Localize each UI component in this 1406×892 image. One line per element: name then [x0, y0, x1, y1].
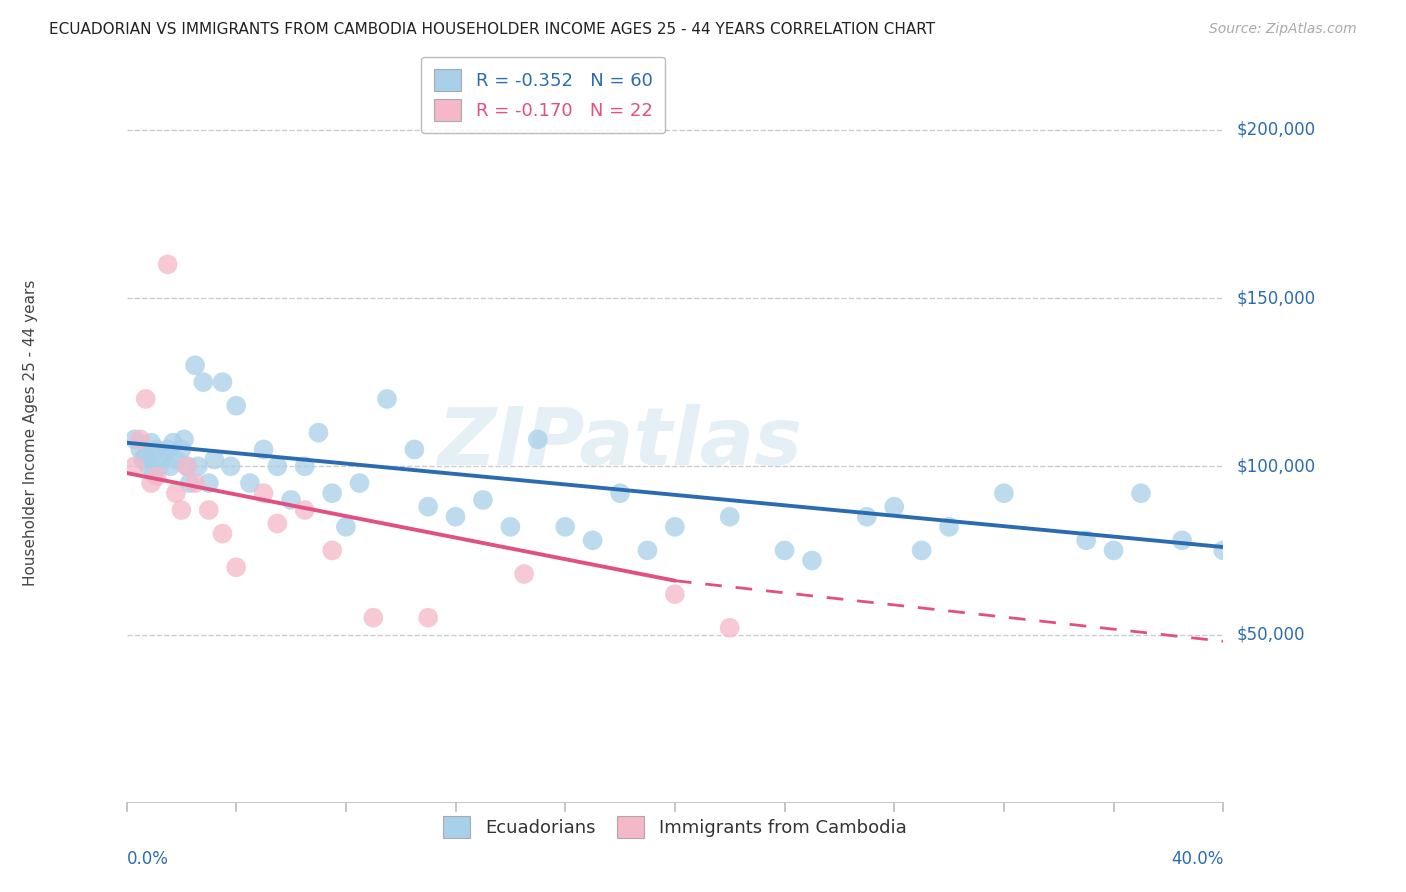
Point [993, 486, 1015, 500]
Point [664, 587, 686, 601]
Text: ZIPatlas: ZIPatlas [437, 404, 803, 482]
Text: $200,000: $200,000 [1237, 120, 1316, 139]
Point [135, 449, 157, 463]
Point [664, 520, 686, 534]
Point [170, 442, 193, 457]
Point [1212, 543, 1234, 558]
Point [219, 459, 242, 474]
Point [636, 543, 658, 558]
Point [176, 459, 198, 474]
Legend: Ecuadorians, Immigrants from Cambodia: Ecuadorians, Immigrants from Cambodia [436, 809, 914, 846]
Point [404, 442, 426, 457]
Point [1130, 486, 1153, 500]
Point [145, 469, 167, 483]
Point [135, 392, 157, 406]
Point [307, 425, 329, 440]
Point [801, 553, 824, 567]
Point [165, 452, 187, 467]
Point [145, 442, 167, 457]
Point [266, 459, 288, 474]
Point [211, 375, 233, 389]
Point [1076, 533, 1098, 548]
Point [141, 476, 163, 491]
Point [187, 459, 209, 474]
Point [294, 459, 316, 474]
Point [132, 452, 155, 467]
Point [1102, 543, 1125, 558]
Point [1171, 533, 1194, 548]
Point [513, 566, 536, 581]
Point [582, 533, 605, 548]
Point [202, 452, 225, 467]
Point [718, 509, 741, 524]
Point [179, 476, 201, 491]
Point [129, 442, 152, 457]
Point [184, 359, 207, 373]
Point [472, 492, 495, 507]
Point [375, 392, 398, 406]
Point [349, 476, 371, 491]
Point [184, 476, 207, 491]
Point [239, 476, 262, 491]
Point [197, 503, 219, 517]
Point [143, 466, 166, 480]
Point [253, 442, 276, 457]
Point [526, 433, 548, 447]
Point [335, 520, 357, 534]
Point [156, 257, 179, 271]
Point [938, 520, 960, 534]
Point [170, 503, 193, 517]
Point [321, 486, 343, 500]
Point [416, 610, 439, 624]
Point [124, 459, 146, 474]
Point [883, 500, 905, 514]
Text: Householder Income Ages 25 - 44 years: Householder Income Ages 25 - 44 years [22, 279, 38, 586]
Point [165, 486, 187, 500]
Text: $150,000: $150,000 [1237, 289, 1316, 307]
Point [718, 621, 741, 635]
Point [156, 442, 179, 457]
Point [129, 433, 152, 447]
Text: ECUADORIAN VS IMMIGRANTS FROM CAMBODIA HOUSEHOLDER INCOME AGES 25 - 44 YEARS COR: ECUADORIAN VS IMMIGRANTS FROM CAMBODIA H… [49, 22, 935, 37]
Point [363, 610, 385, 624]
Point [150, 449, 173, 463]
Point [911, 543, 934, 558]
Text: Source: ZipAtlas.com: Source: ZipAtlas.com [1209, 22, 1357, 37]
Text: 0.0%: 0.0% [127, 850, 169, 868]
Point [211, 526, 233, 541]
Point [197, 476, 219, 491]
Point [266, 516, 288, 531]
Point [176, 459, 198, 474]
Point [773, 543, 796, 558]
Point [148, 459, 170, 474]
Point [193, 375, 215, 389]
Point [173, 433, 195, 447]
Point [321, 543, 343, 558]
Text: 40.0%: 40.0% [1171, 850, 1223, 868]
Point [225, 560, 247, 574]
Point [159, 459, 181, 474]
Point [124, 433, 146, 447]
Point [138, 459, 160, 474]
Point [162, 435, 184, 450]
Point [554, 520, 576, 534]
Point [294, 503, 316, 517]
Point [855, 509, 877, 524]
Point [280, 492, 302, 507]
Point [609, 486, 631, 500]
Point [499, 520, 522, 534]
Point [253, 486, 276, 500]
Point [416, 500, 439, 514]
Text: $100,000: $100,000 [1237, 458, 1316, 475]
Text: $50,000: $50,000 [1237, 625, 1305, 643]
Point [141, 435, 163, 450]
Point [225, 399, 247, 413]
Point [444, 509, 467, 524]
